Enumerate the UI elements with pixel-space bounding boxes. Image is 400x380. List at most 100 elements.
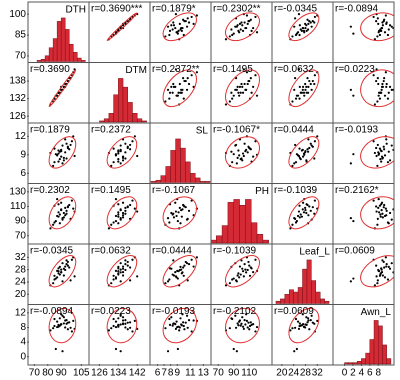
scatter-point [294,326,297,329]
scatter-point [183,264,186,267]
scatter-point [385,262,388,266]
scatter-point [182,18,185,21]
scatter-point [249,18,252,21]
scatter-point [378,274,382,277]
scatter-point [307,150,310,153]
scatter-point [383,266,386,269]
confidence-ellipse [48,136,77,169]
scatter-point [62,322,65,325]
scatter-point [246,22,249,25]
cell [162,68,198,108]
scatter-point [129,326,132,329]
scatter-point [252,26,255,30]
scatter-point [117,215,120,218]
scatter-point [246,82,249,86]
scatter-point [236,85,239,88]
scatter-point [377,31,380,34]
cell [162,307,198,353]
scatter-point [66,328,69,331]
scatter-point [54,277,57,280]
histogram-bar [155,179,162,183]
histogram-bar [175,138,181,183]
scatter-point [380,160,383,163]
scatter-point [307,317,310,320]
scatter-point [241,85,244,88]
scatter-point [53,221,56,224]
confidence-ellipse [360,69,394,108]
scatter-point [166,217,170,220]
scatter-point [234,314,237,317]
x-tick-label: 80 [42,368,54,379]
scatter-point [136,154,139,158]
scatter-point [66,145,69,148]
scatter-point [297,210,301,213]
scatter-point [65,142,68,145]
cell [36,17,86,62]
scatter-point [117,270,120,273]
scatter-point [180,324,183,327]
scatter-point [241,91,245,94]
scatter-point [119,271,122,274]
cell [162,12,198,42]
scatter-point [119,217,122,220]
scatter-point [129,266,132,269]
histogram-bar [36,60,42,62]
scatter-point [381,21,384,24]
scatter-point [377,206,380,209]
x-tick-label: 105 [73,368,90,379]
scatter-point [178,329,181,332]
scatter-point [305,85,308,88]
scatter-point [124,157,127,160]
scatter-point [294,77,297,80]
scatter-point [246,326,249,329]
scatter-point [305,24,308,27]
scatter-point [377,211,381,214]
scatter-point [379,213,382,216]
histogram-bar [361,358,366,365]
cell [288,68,320,108]
scatter-point [235,88,238,91]
scatter-point [72,207,75,210]
scatter-point [380,267,383,270]
scatter-point [168,267,172,270]
scatter-point [176,269,179,272]
scatter-point [121,155,125,158]
scatter-point [174,68,178,71]
scatter-point [174,275,178,278]
scatter-point [298,216,301,219]
scatter-point [372,74,375,77]
scatter-point [377,151,380,154]
scatter-point [60,268,63,271]
scatter-point [182,33,185,37]
scatter-point [230,28,233,31]
scatter-point [66,206,69,209]
x-tick-label: 32 [312,368,324,379]
scatter-point [375,68,378,71]
scatter-point [117,267,120,270]
scatter-point [65,212,68,215]
scatter-point [114,153,118,156]
scatter-point [124,262,127,266]
scatter-point [168,29,172,32]
scatter-point [58,213,61,216]
scatter-point [131,258,134,261]
scatter-point [232,153,235,156]
y-tick-label: 85 [15,30,27,41]
scatter-point [168,317,171,321]
scatter-point [380,91,383,94]
scatter-point [119,208,122,211]
scatter-point [121,316,125,319]
scatter-point [301,85,305,88]
scatter-point [64,265,67,268]
scatter-point [352,219,355,223]
cell [48,255,77,288]
scatter-point [121,274,125,277]
scatter-point [187,262,191,266]
scatter-point [53,324,56,328]
scatter-point [376,77,379,80]
scatter-point [65,259,68,262]
scatter-point [178,206,181,209]
confidence-ellipse [360,196,394,230]
correlation-label: r=0.0632 [91,246,131,257]
scatter-point [66,260,69,264]
